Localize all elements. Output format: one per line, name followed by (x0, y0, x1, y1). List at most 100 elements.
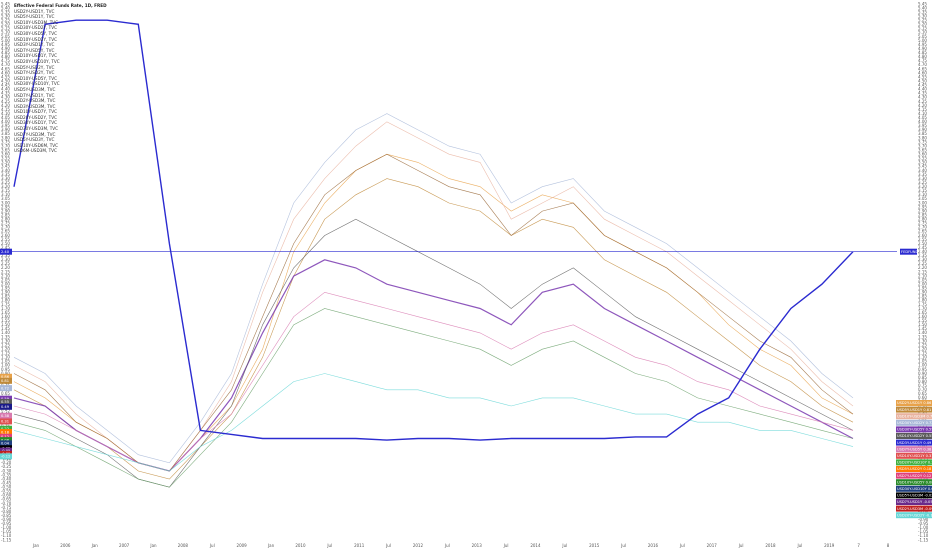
left-y-tick-label: 4.15 (1, 107, 10, 112)
right-y-tick-label: 1.00 (918, 363, 927, 368)
right-y-tick-label: 3.15 (918, 188, 927, 193)
left-y-axis: 5.455.405.355.305.255.205.155.105.055.00… (1, 1, 12, 542)
right-y-tick-label: 3.00 (918, 200, 927, 205)
left-y-tick-label: 5.15 (1, 26, 10, 31)
left-y-tick-label: 4.25 (1, 99, 10, 104)
right-y-tick-label: 3.35 (918, 172, 927, 177)
right-y-tick-label: 0.65 (918, 391, 927, 396)
right-y-tick-label: 2.10 (918, 273, 927, 278)
left-y-tick-label: 4.40 (1, 87, 10, 92)
right-value-badge (896, 499, 932, 505)
left-y-tick-label: 5.10 (1, 30, 10, 35)
right-y-tick-label: 4.50 (918, 78, 927, 83)
x-tick-label: 2013 (472, 543, 483, 548)
right-value-badge (896, 406, 932, 413)
right-y-tick-label: 0.70 (918, 387, 927, 392)
left-y-tick-label: 1.90 (1, 290, 10, 295)
series-line (13, 153, 854, 472)
right-value-badge (896, 419, 932, 426)
x-tick-label: 2006 (60, 543, 71, 548)
left-y-tick-label: 5.35 (1, 9, 10, 14)
left-y-tick-label: 0.90 (1, 371, 10, 376)
left-y-tick-label: 2.80 (1, 217, 10, 222)
chart-title: Effective Federal Funds Rate, 1D, FRED (14, 3, 107, 8)
left-y-tick-label: -0.20 (1, 460, 12, 465)
left-y-tick-label: -0.80 (1, 509, 12, 514)
right-value-badges: USD2Y-USD1Y 0.86 USD5Y-USD1Y 0.81 USD10Y-U… (896, 400, 932, 519)
left-y-tick-label: 1.30 (1, 338, 10, 343)
left-y-tick-label: -0.65 (1, 497, 12, 502)
legend-entry: USD2Y-USD3M, TVC (14, 98, 56, 104)
left-y-tick-label: 2.00 (1, 281, 10, 286)
left-y-tick-label: 5.25 (1, 18, 10, 23)
right-y-tick-label: 5.40 (918, 5, 927, 10)
right-y-tick-label: 4.90 (918, 46, 927, 51)
left-y-tick-label: 4.05 (1, 115, 10, 120)
right-y-tick-label: 5.10 (918, 30, 927, 35)
x-tick-label: Jul (796, 543, 802, 548)
left-y-tick-label: 3.50 (1, 160, 10, 165)
left-y-tick-label: 4.30 (1, 95, 10, 100)
left-y-tick-label: 4.00 (1, 119, 10, 124)
right-y-tick-label: 2.40 (918, 249, 927, 254)
left-value-badge (0, 433, 12, 440)
legend-entry: USD2Y-USD1Y, TVC (14, 8, 55, 14)
legend-entry: USD3Y-USD3M, TVC (14, 103, 56, 109)
x-tick-label: Jul (444, 543, 450, 548)
right-y-tick-label: 2.15 (918, 269, 927, 274)
left-y-tick-label: 4.85 (1, 50, 10, 55)
left-value-badge (0, 373, 12, 380)
left-value-badge (0, 453, 12, 460)
fedfunds-reference-line: FEDFUNDS 2.40 (12, 248, 930, 255)
left-y-tick-label: 4.65 (1, 66, 10, 71)
right-y-tick-label: 1.25 (918, 342, 927, 347)
legend-entry: USD30Y-USD1Y, TVC (14, 120, 58, 126)
right-y-tick-label: 1.50 (918, 322, 927, 327)
x-tick-label: Jul (738, 543, 744, 548)
right-value-badge (896, 479, 932, 486)
left-y-tick-label: 3.70 (1, 143, 10, 148)
series-line (13, 308, 854, 488)
right-y-tick-label: 2.55 (918, 237, 927, 242)
left-y-tick-label: 1.45 (1, 326, 10, 331)
left-y-tick-label: -0.95 (1, 521, 12, 526)
left-y-tick-label: 1.15 (1, 351, 10, 356)
x-tick-label: Jan (149, 543, 157, 548)
legend-entry: USD10Y-USD2Y, TVC (14, 36, 58, 42)
right-y-tick-label: 4.40 (918, 87, 927, 92)
left-y-tick-label: 1.35 (1, 334, 10, 339)
left-y-tick-label: -0.50 (1, 485, 12, 490)
right-y-tick-label: 3.55 (918, 156, 927, 161)
legend-entry: USD10Y-USD5Y, TVC (14, 75, 58, 81)
x-tick-label: 2011 (354, 543, 365, 548)
right-y-tick-label: 2.65 (918, 229, 927, 234)
left-y-tick-label: -0.45 (1, 480, 12, 485)
right-y-tick-label: 5.25 (918, 18, 927, 23)
left-value-badge (0, 425, 12, 432)
right-y-tick-label: 4.60 (918, 70, 927, 75)
right-y-tick-label: 2.75 (918, 221, 927, 226)
right-y-tick-label: 1.90 (918, 290, 927, 295)
left-value-badge-label: 0.81 (1, 379, 9, 383)
left-y-tick-label: 1.50 (1, 322, 10, 327)
right-y-tick-label: 3.20 (918, 184, 927, 189)
legend-entry: USD30Y-USD2Y, TVC (14, 25, 58, 31)
left-y-tick-label: 4.35 (1, 91, 10, 96)
left-y-tick-label: -0.35 (1, 472, 12, 477)
x-tick-label: 8 (887, 543, 890, 548)
left-y-tick-label: 3.95 (1, 123, 10, 128)
right-y-tick-label: 4.85 (918, 50, 927, 55)
right-value-badge-label: USD10Y-USD3M 0.78 (897, 414, 932, 418)
right-y-tick-label: 3.25 (918, 180, 927, 185)
right-y-tick-label: 5.00 (918, 38, 927, 43)
right-y-tick-label: 2.85 (918, 212, 927, 217)
left-y-tick-label: 4.75 (1, 58, 10, 63)
left-y-tick-label: 2.30 (1, 257, 10, 262)
right-y-tick-label: 3.40 (918, 168, 927, 173)
left-y-tick-label: 0.45 (1, 407, 10, 412)
left-value-badge-label: 0.55 (1, 400, 9, 404)
right-y-tick-label: 1.95 (918, 286, 927, 291)
left-y-tick-label: 5.45 (1, 1, 10, 6)
left-y-tick-label: 2.75 (1, 221, 10, 226)
